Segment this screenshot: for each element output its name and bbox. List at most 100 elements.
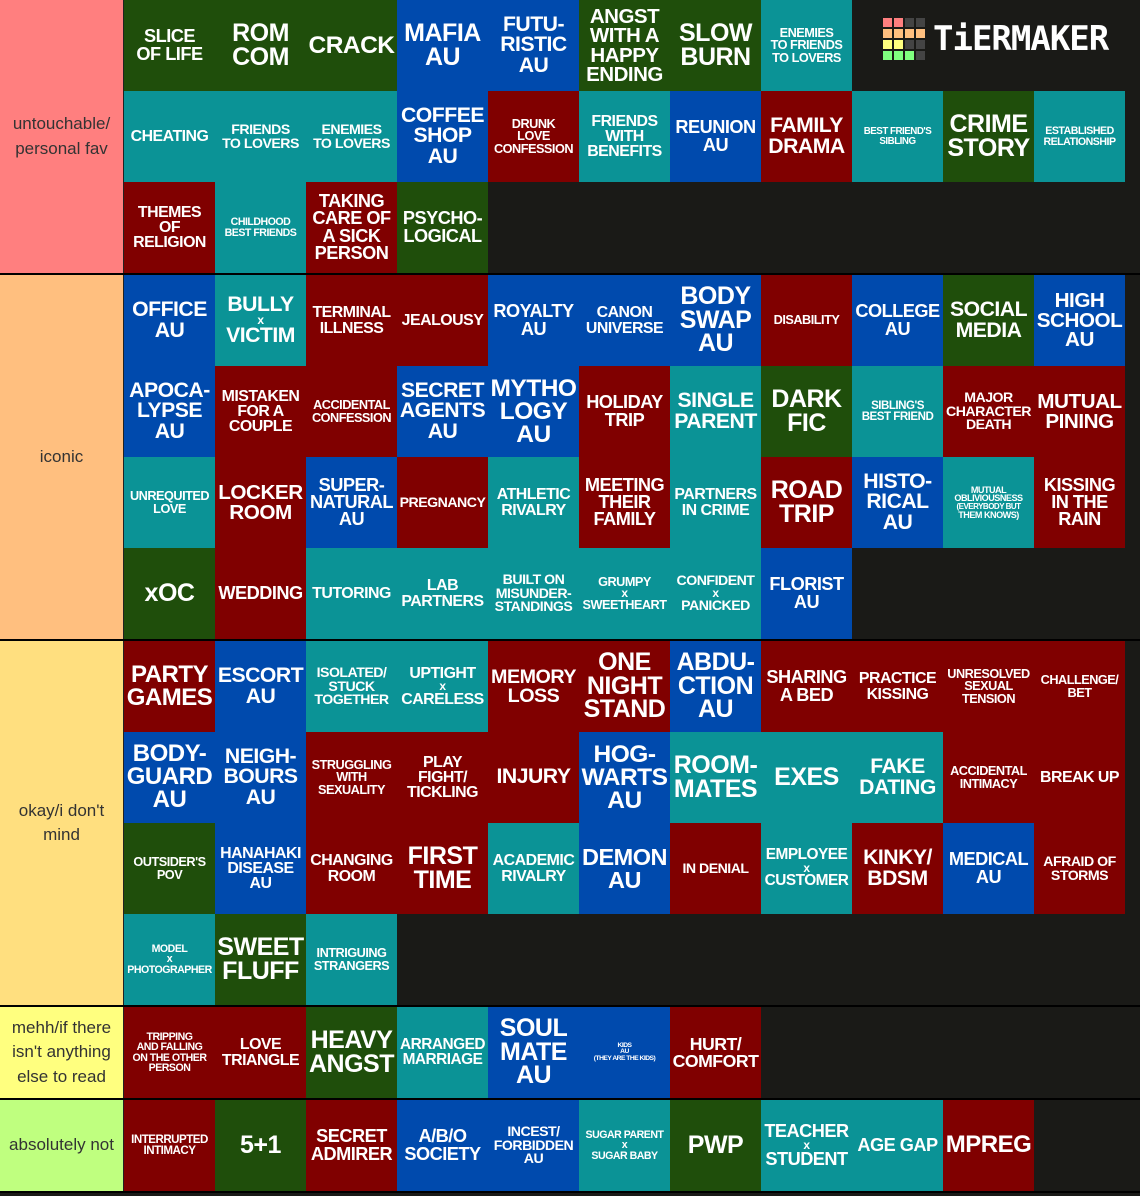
trope-tile[interactable]: HIGH SCHOOL AU (1034, 275, 1125, 366)
trope-tile[interactable]: COFFEE SHOP AU (397, 91, 488, 182)
trope-tile[interactable]: HOLIDAY TRIP (579, 366, 670, 457)
trope-tile[interactable]: CONFIDENT x PANICKED (670, 548, 761, 639)
trope-tile[interactable]: NEIGH- BOURS AU (215, 732, 306, 823)
trope-tile[interactable]: ONE NIGHT STAND (579, 641, 670, 732)
trope-tile[interactable]: SECRET AGENTS AU (397, 366, 488, 457)
trope-tile[interactable]: FUTU- RISTIC AU (488, 0, 579, 91)
tier-label[interactable]: untouchable/ personal fav (0, 0, 124, 273)
trope-tile[interactable]: xOC (124, 548, 215, 639)
trope-tile[interactable]: INTERRUPTED INTIMACY (124, 1100, 215, 1191)
trope-tile[interactable]: ROAD TRIP (761, 457, 852, 548)
trope-tile[interactable]: SUGAR PARENT x SUGAR BABY (579, 1100, 670, 1191)
trope-tile[interactable]: SOUL MATE AU (488, 1007, 579, 1098)
trope-tile[interactable]: ROYALTY AU (488, 275, 579, 366)
trope-tile[interactable]: CANON UNIVERSE (579, 275, 670, 366)
trope-tile[interactable]: SLICE OF LIFE (124, 0, 215, 91)
trope-tile[interactable]: DEMON AU (579, 823, 670, 914)
trope-tile[interactable]: PWP (670, 1100, 761, 1191)
trope-tile[interactable]: CRIME STORY (943, 91, 1034, 182)
trope-tile[interactable]: DISABILITY (761, 275, 852, 366)
trope-tile[interactable]: ENEMIES TO FRIENDS TO LOVERS (761, 0, 852, 91)
tier-label[interactable]: mehh/if there isn't anything else to rea… (0, 1007, 124, 1098)
trope-tile[interactable]: AFRAID OF STORMS (1034, 823, 1125, 914)
trope-tile[interactable]: MISTAKEN FOR A COUPLE (215, 366, 306, 457)
trope-tile[interactable]: ATHLETIC RIVALRY (488, 457, 579, 548)
trope-tile[interactable]: SHARING A BED (761, 641, 852, 732)
trope-tile[interactable]: ABDU- CTION AU (670, 641, 761, 732)
trope-tile[interactable]: HISTO- RICAL AU (852, 457, 943, 548)
trope-tile[interactable]: IN DENIAL (670, 823, 761, 914)
trope-tile[interactable]: CRACK (306, 0, 397, 91)
trope-tile[interactable]: SLOW BURN (670, 0, 761, 91)
trope-tile[interactable]: HEAVY ANGST (306, 1007, 397, 1098)
trope-tile[interactable]: JEALOUSY (397, 275, 488, 366)
trope-tile[interactable]: CHILDHOOD BEST FRIENDS (215, 182, 306, 273)
trope-tile[interactable]: MUTUAL PINING (1034, 366, 1125, 457)
trope-tile[interactable]: FAKE DATING (852, 732, 943, 823)
trope-tile[interactable]: THEMES OF RELIGION (124, 182, 215, 273)
trope-tile[interactable]: PLAY FIGHT/TICKLING (397, 732, 488, 823)
trope-tile[interactable]: HURT/COMFORT (670, 1007, 761, 1098)
trope-tile[interactable]: A/B/O SOCIETY (397, 1100, 488, 1191)
trope-tile[interactable]: UNRESOLVED SEXUAL TENSION (943, 641, 1034, 732)
trope-tile[interactable]: 5+1 (215, 1100, 306, 1191)
trope-tile[interactable]: ESCORT AU (215, 641, 306, 732)
trope-tile[interactable]: TRIPPING AND FALLING ON THE OTHER PERSON (124, 1007, 215, 1098)
trope-tile[interactable]: FRIENDS TO LOVERS (215, 91, 306, 182)
trope-tile[interactable]: BULLY x VICTIM (215, 275, 306, 366)
trope-tile[interactable]: ACCIDENTAL INTIMACY (943, 732, 1034, 823)
trope-tile[interactable]: LOCKER ROOM (215, 457, 306, 548)
trope-tile[interactable]: MEETING THEIR FAMILY (579, 457, 670, 548)
trope-tile[interactable]: CHANGING ROOM (306, 823, 397, 914)
trope-tile[interactable]: ISOLATED/STUCK TOGETHER (306, 641, 397, 732)
trope-tile[interactable]: COLLEGE AU (852, 275, 943, 366)
trope-tile[interactable]: BUILT ON MISUNDER- STANDINGS (488, 548, 579, 639)
trope-tile[interactable]: PSYCHO- LOGICAL (397, 182, 488, 273)
trope-tile[interactable]: MEDICAL AU (943, 823, 1034, 914)
trope-tile[interactable]: CHALLENGE/BET (1034, 641, 1125, 732)
trope-tile[interactable]: KIDS AU (THEY ARE THE KIDS) (579, 1007, 670, 1098)
trope-tile[interactable]: CHEATING (124, 91, 215, 182)
trope-tile[interactable]: ROOM- MATES (670, 732, 761, 823)
trope-tile[interactable]: UPTIGHT x CARELESS (397, 641, 488, 732)
trope-tile[interactable]: ROM COM (215, 0, 306, 91)
trope-tile[interactable]: TEACHER x STUDENT (761, 1100, 852, 1191)
trope-tile[interactable]: KINKY/BDSM (852, 823, 943, 914)
trope-tile[interactable]: TERMINAL ILLNESS (306, 275, 397, 366)
trope-tile[interactable]: PARTY GAMES (124, 641, 215, 732)
trope-tile[interactable]: LOVE TRIANGLE (215, 1007, 306, 1098)
trope-tile[interactable]: TUTORING (306, 548, 397, 639)
trope-tile[interactable]: MAJOR CHARACTER DEATH (943, 366, 1034, 457)
trope-tile[interactable]: UNREQUITED LOVE (124, 457, 215, 548)
trope-tile[interactable]: STRUGGLING WITH SEXUALITY (306, 732, 397, 823)
trope-tile[interactable]: LAB PARTNERS (397, 548, 488, 639)
trope-tile[interactable]: ANGST WITH A HAPPY ENDING (579, 0, 670, 91)
trope-tile[interactable]: DRUNK LOVE CONFESSION (488, 91, 579, 182)
trope-tile[interactable]: MAFIA AU (397, 0, 488, 91)
trope-tile[interactable]: PARTNERS IN CRIME (670, 457, 761, 548)
trope-tile[interactable]: OFFICE AU (124, 275, 215, 366)
trope-tile[interactable]: ACADEMIC RIVALRY (488, 823, 579, 914)
trope-tile[interactable]: SINGLE PARENT (670, 366, 761, 457)
trope-tile[interactable]: KISSING IN THE RAIN (1034, 457, 1125, 548)
tier-label[interactable]: okay/i don't mind (0, 641, 124, 1005)
trope-tile[interactable]: EXES (761, 732, 852, 823)
trope-tile[interactable]: FLORIST AU (761, 548, 852, 639)
trope-tile[interactable]: FRIENDS WITH BENEFITS (579, 91, 670, 182)
trope-tile[interactable]: TAKING CARE OF A SICK PERSON (306, 182, 397, 273)
trope-tile[interactable]: SUPER- NATURAL AU (306, 457, 397, 548)
trope-tile[interactable]: APOCA- LYPSE AU (124, 366, 215, 457)
trope-tile[interactable]: WEDDING (215, 548, 306, 639)
trope-tile[interactable]: BODY SWAP AU (670, 275, 761, 366)
trope-tile[interactable]: SIBLING'S BEST FRIEND (852, 366, 943, 457)
tier-label[interactable]: absolutely not (0, 1100, 124, 1191)
trope-tile[interactable]: HOG- WARTS AU (579, 732, 670, 823)
trope-tile[interactable]: PRACTICE KISSING (852, 641, 943, 732)
trope-tile[interactable]: MODEL x PHOTOGRAPHER (124, 914, 215, 1005)
trope-tile[interactable]: AGE GAP (852, 1100, 943, 1191)
trope-tile[interactable]: MPREG (943, 1100, 1034, 1191)
tier-label[interactable]: iconic (0, 275, 124, 639)
trope-tile[interactable]: GRUMPY x SWEETHEART (579, 548, 670, 639)
trope-tile[interactable]: DARK FIC (761, 366, 852, 457)
trope-tile[interactable]: ESTABLISHED RELATIONSHIP (1034, 91, 1125, 182)
